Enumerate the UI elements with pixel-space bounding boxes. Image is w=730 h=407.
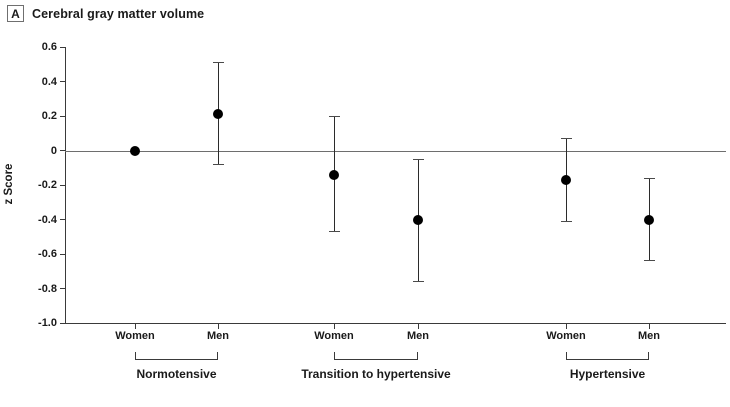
group-bracket [334,352,418,360]
error-bar-cap-bottom [643,260,655,262]
y-tick-label: 0.4 [41,75,57,88]
y-tick [60,115,65,117]
group-label: Transition to hypertensive [301,367,451,381]
group-label: Hypertensive [569,367,646,381]
y-tick-label: 0.2 [41,110,57,122]
y-tick [60,253,65,255]
y-tick [60,46,65,48]
error-bar-cap-bottom [412,281,424,283]
x-tick-label: Men [207,330,229,342]
panel-letter-badge: A [7,5,24,22]
group-label: Normotensive [136,367,217,381]
zero-reference-line [65,150,726,152]
y-axis-line [65,47,66,324]
chart-title: Cerebral gray matter volume [32,6,205,21]
y-tick-label: -0.4 [38,213,57,226]
data-point [644,214,654,225]
y-tick-label: 0 [50,144,57,157]
x-tick [417,324,419,329]
y-tick [60,322,65,324]
data-point [329,169,339,180]
x-tick-label: Women [115,330,155,342]
x-tick [565,324,567,329]
y-tick [60,219,65,220]
error-bar-cap-top [328,115,340,117]
data-point [130,145,140,156]
y-tick-label: -0.2 [38,179,57,191]
x-tick-label: Women [314,330,354,342]
y-tick-label: 0.6 [41,41,57,53]
x-tick-label: Men [638,330,660,342]
error-bar-cap-bottom [328,231,340,233]
x-axis-line [65,323,726,324]
y-tick [60,81,65,82]
error-bar-cap-bottom [212,163,224,165]
x-tick [217,324,219,329]
data-point [413,214,423,225]
y-tick [60,150,65,151]
x-tick [333,324,335,329]
y-tick-label: -1.0 [38,317,57,329]
error-bar-cap-top [412,158,424,160]
x-tick [648,324,650,329]
y-tick-label: -0.8 [38,282,57,295]
y-axis-label: z Score [3,163,15,205]
data-point [213,109,223,120]
plot-area: 0.6 0.4 0.2 0 -0.2 -0.4 -0.6 -0.8 -1.0 Women Men No… [38,41,726,381]
y-tick [60,184,65,186]
data-point [561,174,571,185]
y-tick [60,288,65,289]
x-tick-label: Men [407,330,429,342]
x-tick [134,324,136,329]
error-bar-cap-bottom [560,220,572,222]
panel-header: A Cerebral gray matter volume [7,5,204,22]
y-tick-label: -0.6 [38,248,57,260]
group-bracket [135,352,218,360]
error-bar-cap-top [560,137,572,139]
error-bar-cap-top [212,62,224,64]
x-tick-label: Women [546,330,586,342]
group-bracket [566,352,649,360]
error-bar-cap-top [643,177,655,179]
